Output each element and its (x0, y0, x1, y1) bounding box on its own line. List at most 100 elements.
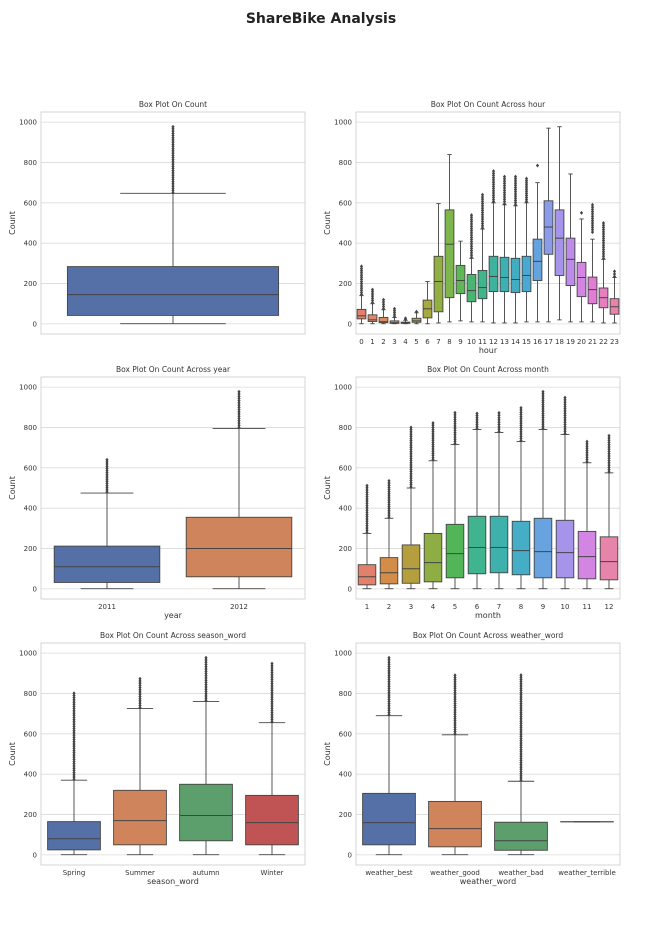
outlier-point (138, 690, 142, 695)
outlier-point (365, 488, 369, 493)
outlier-point (475, 420, 479, 425)
outlier-point (601, 240, 606, 245)
outlier-point (491, 175, 496, 180)
outlier-point (519, 673, 523, 678)
outlier-point (270, 713, 274, 718)
outlier-point (453, 434, 457, 439)
outlier-point (270, 666, 274, 671)
iqr-box (378, 317, 389, 324)
iqr-box (555, 519, 575, 579)
outlier-point (138, 676, 142, 681)
box-22 (598, 221, 609, 324)
outlier-point (409, 467, 413, 472)
outlier-point (72, 728, 76, 733)
outlier-point (171, 142, 175, 147)
outlier-point (519, 690, 523, 695)
outlier-point (513, 176, 518, 181)
outlier-point (431, 425, 435, 430)
outlier-point (409, 445, 413, 450)
outlier-point (519, 773, 523, 778)
outlier-point (392, 308, 397, 313)
box-16 (532, 163, 543, 323)
outlier-point (601, 223, 606, 228)
outlier-point (469, 219, 474, 224)
outlier-point (453, 710, 457, 715)
y-axis-label: Count (8, 476, 17, 500)
x-tick-label: weather_best (365, 869, 413, 877)
outlier-point (524, 180, 529, 185)
outlier-point (359, 292, 364, 297)
outlier-point (475, 411, 479, 416)
outlier-point (387, 491, 391, 496)
outlier-point (431, 436, 435, 441)
outlier-point (237, 400, 241, 405)
outlier-point (387, 662, 391, 667)
outlier-point (497, 420, 501, 425)
outlier-point (519, 743, 523, 748)
outlier-point (585, 439, 589, 444)
outlier-point (138, 683, 142, 688)
outlier-point (601, 243, 606, 248)
outlier-point (72, 772, 76, 777)
outlier-point (72, 715, 76, 720)
outlier-point (541, 424, 545, 429)
outlier-point (469, 222, 474, 227)
outlier-point (519, 416, 523, 421)
outlier-point (387, 703, 391, 708)
outlier-point (72, 748, 76, 753)
outlier-point (497, 417, 501, 422)
outlier-point (387, 684, 391, 689)
outlier-point (72, 757, 76, 762)
outlier-point (519, 684, 523, 689)
iqr-box (466, 274, 477, 303)
x-axis-label: year (164, 611, 183, 620)
subplot-6: 0 200 400 600 800 1000 Box Plot On Count Acros… (323, 631, 621, 886)
outlier-point (469, 226, 474, 231)
x-tick-label: 10 (467, 338, 476, 346)
outlier-point (480, 208, 485, 213)
outlier-point (585, 455, 589, 460)
outlier-point (519, 721, 523, 726)
outlier-point (105, 468, 109, 473)
outlier-point (541, 404, 545, 409)
outlier-point (171, 131, 175, 136)
x-tick-label: 21 (588, 338, 597, 346)
outlier-point (513, 202, 518, 207)
outlier-point (519, 438, 523, 443)
outlier-point (365, 512, 369, 517)
outlier-point (381, 297, 386, 302)
outlier-point (502, 201, 507, 206)
outlier-point (171, 151, 175, 156)
x-tick-label: 2011 (98, 603, 116, 611)
outlier-point (590, 207, 595, 212)
outlier-point (607, 442, 611, 447)
outlier-point (541, 411, 545, 416)
axes-frame (40, 376, 306, 600)
outlier-point (409, 465, 413, 470)
outlier-point (387, 677, 391, 682)
outlier-point (387, 664, 391, 669)
outlier-point (204, 669, 208, 674)
outlier-point (563, 409, 567, 414)
outlier-point (387, 660, 391, 665)
x-tick-label: 4 (403, 338, 408, 346)
outlier-point (171, 133, 175, 138)
outlier-point (480, 212, 485, 217)
outlier-point (563, 418, 567, 423)
outlier-point (590, 205, 595, 210)
outlier-point (387, 478, 391, 483)
y-tick-label: 600 (24, 199, 37, 207)
outlier-point (519, 436, 523, 441)
outlier-point (519, 776, 523, 781)
outlier-point (502, 197, 507, 202)
outlier-point (365, 496, 369, 501)
y-tick-label: 200 (339, 280, 352, 288)
outlier-point (409, 436, 413, 441)
x-tick-label: 3 (392, 338, 396, 346)
outlier-point (480, 226, 485, 231)
x-tick-label: 1 (370, 338, 374, 346)
outlier-point (585, 450, 589, 455)
outlier-point (72, 695, 76, 700)
outlier-point (519, 418, 523, 423)
outlier-point (365, 508, 369, 513)
